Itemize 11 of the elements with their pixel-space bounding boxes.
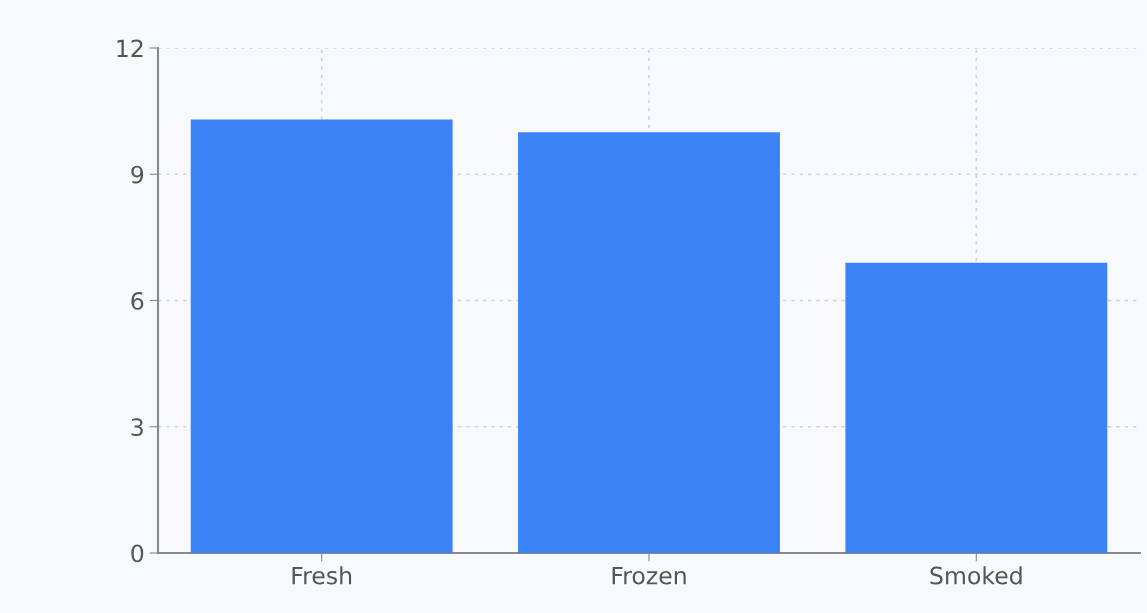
x-tick-label: Frozen — [612, 566, 686, 585]
y-tick-label: 6 — [131, 291, 144, 310]
bar — [518, 132, 780, 553]
x-tick-label: Fresh — [292, 566, 352, 585]
x-tick-label: Smoked — [930, 566, 1022, 585]
y-tick-label: 0 — [131, 544, 144, 563]
y-tick-label: 3 — [131, 418, 143, 437]
y-tick-label: 12 — [117, 39, 143, 57]
bar — [845, 262, 1108, 553]
bar — [190, 119, 453, 553]
y-tick-label: 9 — [131, 165, 144, 184]
